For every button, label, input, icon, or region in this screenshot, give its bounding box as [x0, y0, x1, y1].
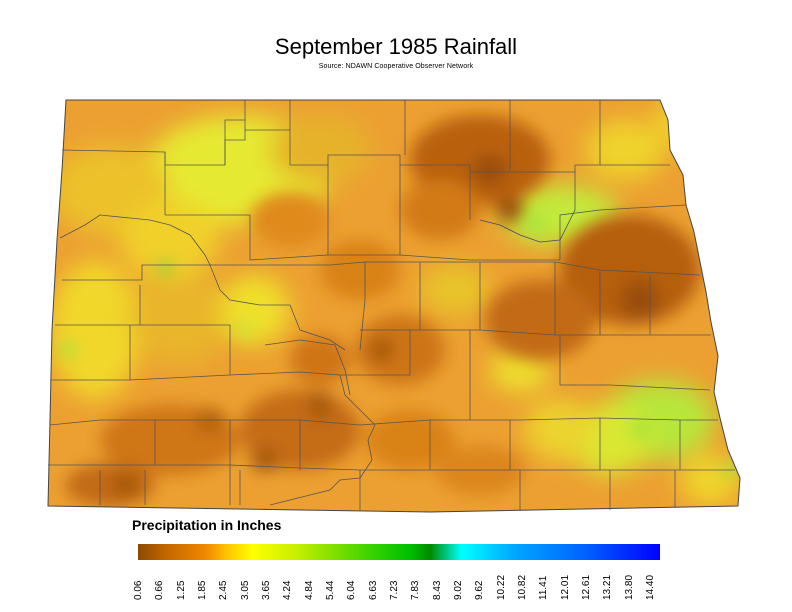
legend-tick-label: 4.84 — [303, 568, 317, 600]
legend-tick-text: 9.02 — [453, 580, 464, 600]
legend-tick-text: 6.04 — [346, 580, 358, 600]
legend-tick-text: 10.22 — [495, 574, 507, 600]
legend-tick-label: 3.65 — [261, 568, 274, 600]
legend-tick-label: 6.63 — [367, 568, 381, 600]
legend-tick-label: 9.02 — [453, 568, 466, 600]
legend-tick-text: 12.61 — [581, 574, 592, 600]
legend-tick-label: 14.40 — [645, 568, 658, 600]
legend-tick-label: 10.22 — [495, 568, 509, 600]
legend-tick-label: 13.21 — [602, 568, 615, 600]
legend-tick-label: 1.85 — [197, 568, 210, 600]
legend-color-bar — [138, 544, 660, 560]
legend-tick-text: 4.24 — [282, 580, 294, 600]
legend-tick-text: 0.66 — [154, 580, 166, 600]
legend-tick-label: 1.25 — [175, 568, 189, 600]
legend-tick-label: 12.61 — [581, 568, 594, 600]
county-boundaries — [47, 99, 741, 513]
legend-tick-label: 6.04 — [346, 568, 359, 600]
legend-tick-label: 11.41 — [538, 568, 551, 600]
legend-tick-text: 12.01 — [559, 574, 571, 600]
legend-tick-label: 4.24 — [282, 568, 295, 600]
legend-tick-text: 13.80 — [623, 574, 635, 600]
legend-tick-text: 1.25 — [175, 580, 187, 600]
legend-tick-text: 1.85 — [197, 580, 208, 600]
legend-tick-text: 3.05 — [239, 580, 251, 600]
legend-tick-label: 5.44 — [325, 568, 338, 600]
legend-tick-label: 8.43 — [431, 568, 445, 600]
legend-tick-label: 0.06 — [133, 568, 146, 600]
legend-tick-label: 10.82 — [517, 568, 530, 600]
legend-tick-text: 9.62 — [474, 580, 486, 600]
legend-tick-label: 12.01 — [559, 568, 573, 600]
legend-tick-label: 7.83 — [410, 568, 423, 600]
legend-tick-label: 0.66 — [154, 568, 167, 600]
precipitation-surface — [48, 100, 740, 512]
legend-tick-text: 7.83 — [410, 580, 422, 600]
legend-tick-text: 0.06 — [133, 580, 144, 600]
map-subtitle: Source: NDAWN Cooperative Observer Netwo… — [318, 63, 474, 70]
legend-tick-text: 6.63 — [367, 580, 379, 600]
legend-tick-text: 2.45 — [218, 580, 230, 600]
legend-tick-label: 3.05 — [239, 568, 253, 600]
legend-tick-text: 4.84 — [303, 580, 315, 600]
legend-tick-text: 8.43 — [431, 580, 443, 600]
legend-tick-text: 13.21 — [602, 574, 614, 600]
legend-tick-text: 5.44 — [325, 580, 336, 600]
legend-tick-label: 7.23 — [389, 568, 402, 600]
legend-tick-text: 11.41 — [538, 575, 550, 600]
map-title: September 1985 Rainfall — [274, 34, 518, 59]
legend-tick-label: 13.80 — [623, 568, 637, 600]
legend-title: Precipitation in Inches — [132, 517, 282, 533]
legend-tick-text: 14.40 — [645, 574, 656, 600]
legend-tick-text: 3.65 — [261, 580, 272, 600]
legend-tick-text: 10.82 — [517, 574, 528, 600]
legend-tick-label: 2.45 — [218, 568, 231, 600]
legend-tick-text: 7.23 — [389, 580, 400, 600]
legend-tick-label: 9.62 — [474, 568, 487, 600]
